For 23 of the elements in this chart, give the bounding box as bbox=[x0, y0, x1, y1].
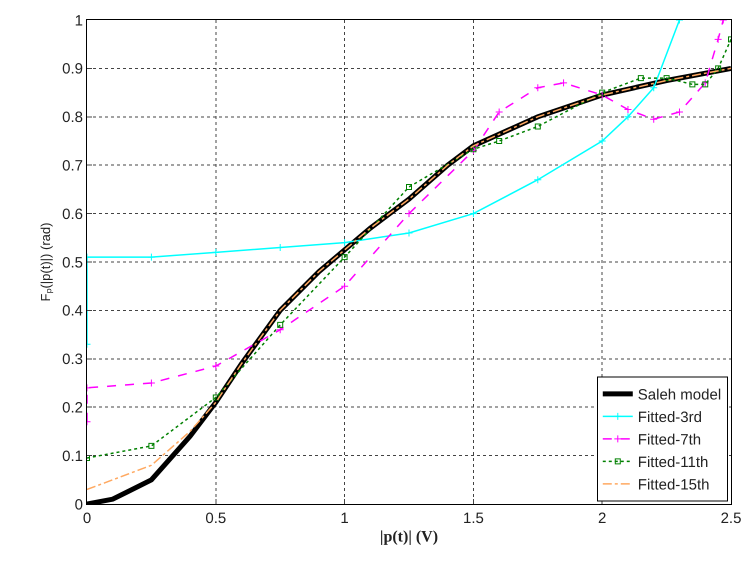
y-tick-label: 0.1 bbox=[62, 448, 83, 465]
y-tick-label: 0.3 bbox=[62, 351, 83, 368]
x-tick-label: 1 bbox=[340, 510, 349, 527]
y-tick-label: 0.9 bbox=[62, 60, 83, 78]
y-tick-label: 0.5 bbox=[62, 254, 83, 272]
legend-label: Fitted-15th bbox=[638, 476, 710, 494]
legend-label: Fitted-7th bbox=[638, 432, 702, 449]
legend-label: Fitted-11th bbox=[638, 454, 708, 472]
x-tick-label: 1.5 bbox=[462, 510, 484, 527]
y-tick-label: 1 bbox=[74, 12, 83, 30]
y-tick-label: 0.2 bbox=[62, 399, 83, 416]
y-tick-label: 0.7 bbox=[62, 157, 83, 174]
x-tick-label: 2.5 bbox=[720, 510, 742, 527]
x-tick-label: 0.5 bbox=[205, 510, 226, 527]
y-axis-title: Fₚ(|p(t)|) (rad) bbox=[38, 222, 54, 302]
y-tick-label: 0.4 bbox=[62, 302, 83, 320]
y-tick-label: 0 bbox=[74, 496, 83, 514]
y-tick-label: 0.6 bbox=[62, 206, 83, 223]
legend-label: Saleh model bbox=[638, 386, 722, 404]
x-tick-label: 2 bbox=[598, 510, 606, 527]
x-axis-title: |p(t)| (V) bbox=[380, 528, 438, 546]
y-tick-label: 0.8 bbox=[62, 109, 83, 126]
legend-label: Fitted-3rd bbox=[638, 409, 702, 426]
